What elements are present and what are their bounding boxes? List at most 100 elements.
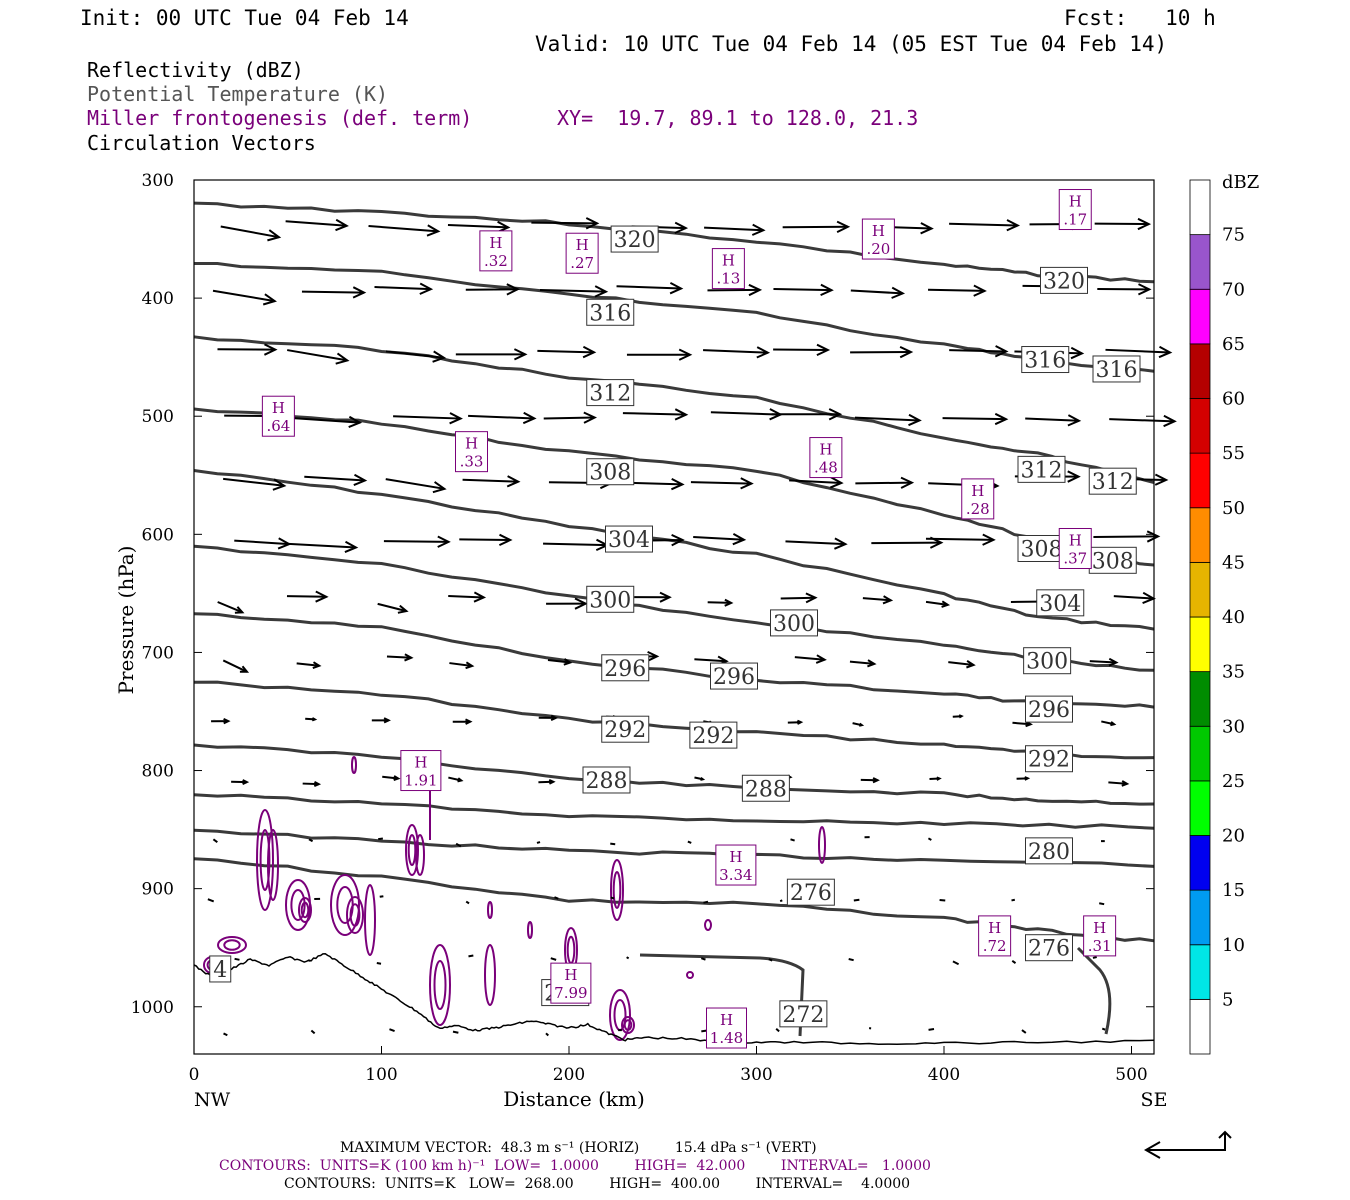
colorbar-swatch [1189,889,1211,946]
theta-label-box [1025,934,1073,962]
colorbar-tick-label: 65 [1222,334,1245,355]
circulation-vector [291,417,360,424]
colorbar-tick-label: 15 [1222,880,1245,901]
circulation-vector [538,780,554,784]
colorbar-tick-label: 10 [1222,935,1245,956]
circulation-vector [543,542,608,547]
fronto-max-value: .28 [966,500,990,518]
fronto-contour [415,834,425,876]
fronto-contour [405,824,419,876]
circulation-vector [854,416,920,422]
fronto-max-box [715,844,757,886]
circulation-vector [927,837,932,841]
circulation-vector-head [267,229,282,242]
circulation-vector-head [313,781,322,788]
theta-label: 300 [1026,650,1068,675]
colorbar-title: dBZ [1222,172,1259,193]
circulation-vector [703,349,768,354]
theta-contour-276 [193,857,1155,943]
circulation-vector-head [449,412,463,425]
circulation-vector [287,349,348,362]
x-tick-label: 100 [365,1065,397,1085]
field-vectors-title: Circulation Vectors [87,131,316,155]
fronto-max-value: .72 [983,937,1007,955]
circulation-vector-head [522,411,537,425]
fronto-contour [623,1019,633,1031]
circulation-vector [626,956,630,960]
theta-label-box [1017,534,1066,562]
colorbar-swatch [1189,507,1211,563]
circulation-vector-head [311,717,318,722]
y-tick-label: 300 [142,171,174,191]
circulation-vector [701,1029,707,1033]
fronto-max-value: .64 [266,417,290,435]
circulation-vector [785,540,846,546]
circulation-vector-head [550,714,559,722]
colorbar-swatch [1189,561,1211,618]
theta-label: 320 [614,228,656,253]
circulation-vector-head [312,661,322,670]
circulation-vector [710,411,781,416]
theta-label-box [1025,745,1073,773]
circulation-vector [794,656,825,661]
circulation-vector-head [805,592,818,604]
fronto-max-value: .33 [460,453,484,471]
circulation-vector [1025,417,1079,422]
circulation-vector [1094,222,1149,226]
circulation-vector [459,538,511,542]
circulation-vector-head [820,283,834,297]
circulation-vector-head [858,722,865,727]
circulation-vector [448,595,484,599]
circulation-vector-head [994,412,1009,426]
circulation-vector [1011,898,1016,902]
circulation-vector [616,285,682,290]
colorbar-swatch [1189,343,1211,399]
circulation-vector [212,289,275,303]
fronto-contour [223,939,241,951]
circulation-vector [539,288,606,293]
circulation-vector [212,838,218,844]
circulation-vector [374,286,431,291]
theta-label-box [1023,647,1072,675]
x-axis-label: Distance (km) [503,1087,645,1111]
fronto-contour [346,896,364,934]
theta-label: 308 [1092,549,1134,574]
theta-label: 276 [1028,937,1070,962]
fronto-contour [330,874,360,936]
max-vector-footer: MAXIMUM VECTOR: 48.3 m s⁻¹ (HORIZ) 15.4 … [340,1140,817,1156]
fronto-contour [256,809,274,911]
circulation-vector [304,475,366,482]
circulation-vector-head [669,282,684,295]
circulation-vector-head [920,222,934,235]
y-tick-label: 700 [142,643,174,663]
theta-contour-280 [193,828,1155,868]
circulation-vector [537,349,595,354]
circulation-vector-head [882,595,894,605]
theta-label-box [601,715,650,743]
circulation-vector [775,1027,780,1033]
circulation-vector [779,899,783,903]
theta-label-box [1040,266,1088,294]
circulation-vector [383,540,449,543]
circulation-vector [707,601,732,604]
circulation-vector [368,225,439,233]
colorbar-tick-label: 20 [1222,826,1245,847]
circulation-vector [610,842,616,846]
circulation-vector-head [506,475,521,488]
plot-frame [193,179,1155,1055]
circulation-vector-head [262,293,277,306]
fronto-contour [487,901,493,919]
circulation-vector [389,1028,395,1032]
colorbar-tick-label: 45 [1222,552,1245,573]
fronto-max-box [550,962,592,1004]
circulation-vector [302,782,319,786]
theta-label-box [1025,695,1073,723]
colorbar-swatch [1189,725,1211,782]
circulation-vector-head [828,408,843,421]
circulation-vector-head [674,408,689,421]
circulation-vector-head [899,345,914,359]
fronto-contour [610,859,624,921]
circulation-vector [1093,535,1159,538]
field-reflectivity-title: Reflectivity (dBZ) [87,58,304,82]
circulation-vector [550,957,557,961]
